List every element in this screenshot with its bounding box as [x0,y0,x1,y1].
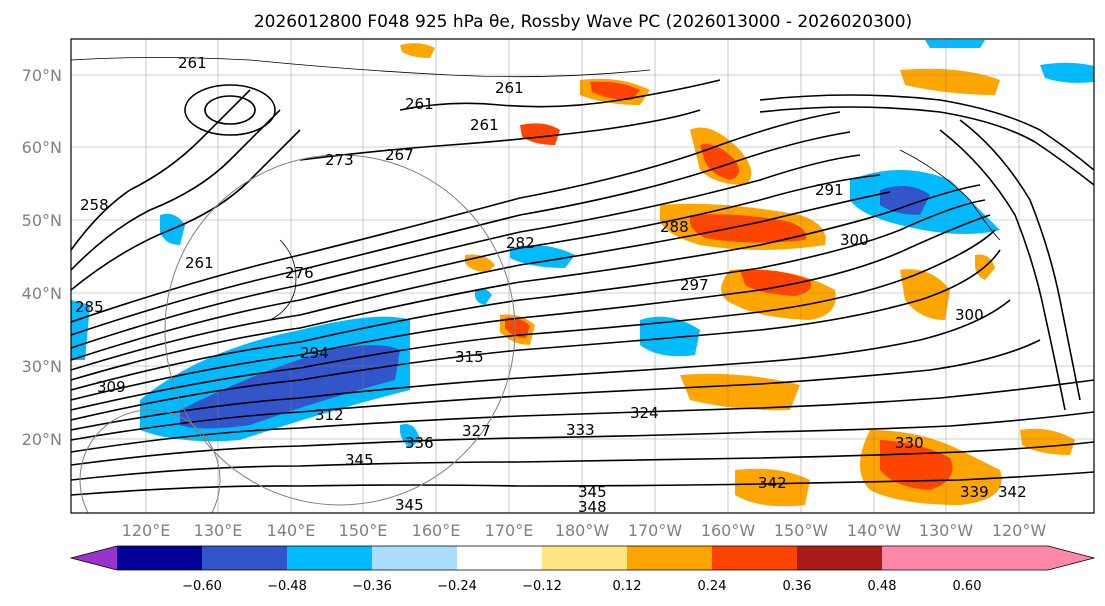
lat-tick-label: 70°N [22,66,62,85]
colorbar-tick-label: 0.60 [953,579,982,594]
colorbar-tick-label: −0.12 [522,579,562,594]
colorbar-tick-label: −0.24 [437,579,477,594]
colorbar-segment [797,546,882,570]
colorbar-segment [117,546,202,570]
positive-anomaly-shading [400,43,1075,507]
lat-tick-label: 50°N [22,211,62,230]
lat-tick-label: 40°N [22,284,62,303]
graticule [71,39,1094,513]
colorbar-tick-label: 0.24 [698,579,727,594]
colorbar-tick-label: 0.36 [783,579,812,594]
contour-label: 345 [395,496,424,514]
contour-label: 309 [97,378,126,396]
lon-tick-label: 150°W [774,521,829,540]
colorbar-extend-low [71,546,117,570]
colorbar-segment [202,546,287,570]
colorbar-tick-label: −0.60 [182,579,222,594]
colorbar-segment [457,546,542,570]
contour-label: 291 [815,181,844,199]
lon-tick-label: 120°W [992,521,1047,540]
lat-tick-label: 60°N [22,138,62,157]
contour-label: 339 [960,483,989,501]
contour-labels: 261 261 261 261 267 273 258 261 276 285 … [75,54,1027,516]
contour-label: 294 [300,344,329,362]
contour-label: 324 [630,404,659,422]
map-frame [70,38,1095,514]
contour-label: 261 [495,79,524,97]
colorbar-segment [882,546,967,570]
lon-tick-label: 160°E [412,521,461,540]
colorbar-tick-label: 0.12 [613,579,642,594]
figure-title: 2026012800 F048 925 hPa θe, Rossby Wave … [254,12,912,32]
colorbar-outline [69,545,1096,571]
contour-label: 273 [325,151,354,169]
lon-tick-label: 170°W [628,521,683,540]
colorbar-segment [542,546,627,570]
contour-label: 285 [75,298,104,316]
lon-tick-label: 140°W [847,521,902,540]
contour-label: 345 [345,451,374,469]
contour-label: 288 [660,218,689,236]
contour-label: 261 [405,95,434,113]
colorbar-segment [372,546,457,570]
colorbar: −0.60 −0.48 −0.36 −0.24 −0.12 0.12 0.24 … [69,545,1096,594]
lon-tick-label: 180°W [555,521,610,540]
contour-label: 300 [955,306,984,324]
colorbar-tick-label: 0.48 [868,579,897,594]
colorbar-extend-high [1048,546,1094,570]
longitude-labels: 120°E 130°E 140°E 150°E 160°E 170°E 180°… [122,521,1047,540]
colorbar-tick-labels: −0.60 −0.48 −0.36 −0.24 −0.12 0.12 0.24 … [182,579,981,594]
theta-e-contours [71,79,1094,496]
map-content: 261 261 261 261 267 273 258 261 276 285 … [71,39,1094,516]
coastlines [71,57,1001,321]
contour-label: 261 [470,116,499,134]
colorbar-tick-label: −0.36 [352,579,392,594]
colorbar-segment [712,546,797,570]
colorbar-segment [627,546,712,570]
lat-tick-label: 20°N [22,430,62,449]
contour-label: 297 [680,276,709,294]
contour-label: 342 [758,474,787,492]
lon-tick-label: 120°E [122,521,171,540]
lon-tick-label: 170°E [485,521,534,540]
contour-label: 276 [285,264,314,282]
lon-tick-label: 140°E [267,521,316,540]
contour-label: 348 [578,498,607,516]
contour-label: 258 [80,196,109,214]
lat-tick-label: 30°N [22,357,62,376]
contour-label: 327 [462,422,491,440]
contour-label: 330 [895,434,924,452]
contour-label: 312 [315,406,344,424]
reference-circles [79,154,516,513]
contour-label: 282 [506,234,535,252]
lon-tick-label: 150°E [339,521,388,540]
lon-tick-label: 130°E [194,521,243,540]
contour-label: 261 [178,54,207,72]
latitude-labels: 70°N 60°N 50°N 40°N 30°N 20°N [22,66,62,449]
contour-label: 261 [185,254,214,272]
colorbar-segment [287,546,372,570]
contour-label: 300 [840,231,869,249]
lon-tick-label: 130°W [919,521,974,540]
colorbar-tick-label: −0.48 [267,579,307,594]
colorbar-segment [967,546,1048,570]
contour-label: 342 [998,483,1027,501]
contour-label: 336 [405,434,434,452]
contour-label: 333 [566,421,595,439]
contour-label: 267 [385,146,414,164]
contour-label: 315 [455,348,484,366]
contour-label: 345 [578,483,607,501]
lon-tick-label: 160°W [701,521,756,540]
